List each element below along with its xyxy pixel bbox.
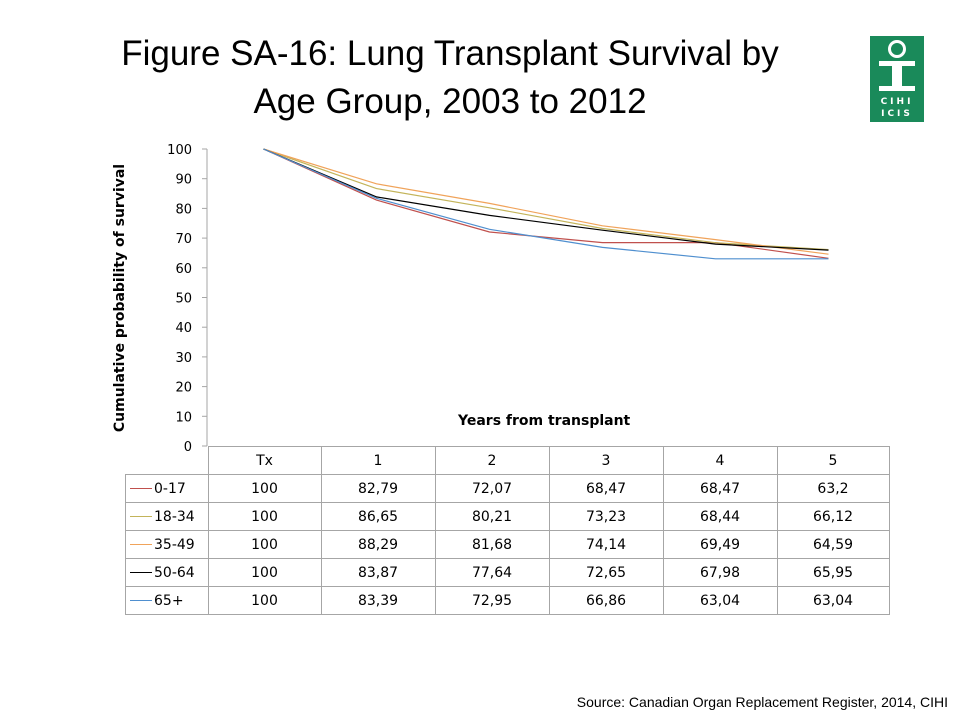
data-cell: 72,95 xyxy=(434,586,550,615)
data-table-row: 35-49 100 88,29 81,68 74,14 69,49 64,59 xyxy=(125,530,890,559)
y-tick-label: 50 xyxy=(175,292,192,307)
legend-entry: 65+ xyxy=(125,586,209,615)
data-cell: 100 xyxy=(207,530,322,559)
logo-text-bottom: ICIS xyxy=(881,109,913,119)
data-cell: 66,12 xyxy=(776,502,890,531)
y-tick-label: 70 xyxy=(175,232,192,247)
legend-entry: 35-49 xyxy=(125,530,209,559)
figure-title: Figure SA-16: Lung Transplant Survival b… xyxy=(60,30,840,126)
data-cell: 100 xyxy=(207,502,322,531)
data-cell: 77,64 xyxy=(434,558,550,587)
series-line-18-34 xyxy=(263,148,829,251)
data-cell: 83,39 xyxy=(320,586,436,615)
data-cell: 82,79 xyxy=(320,474,436,503)
legend-label: 65+ xyxy=(154,592,184,609)
data-cell: 73,23 xyxy=(548,502,664,531)
data-cell: 63,04 xyxy=(662,586,778,615)
logo-text-top: CIHI xyxy=(881,97,914,107)
figure-title-line-2: Age Group, 2003 to 2012 xyxy=(253,82,647,121)
data-table-row: 0-17 100 82,79 72,07 68,47 68,47 63,2 xyxy=(125,474,890,503)
y-tick-label: 30 xyxy=(175,351,192,366)
category-label: 1 xyxy=(320,446,436,475)
data-cell: 64,59 xyxy=(776,530,890,559)
data-cell: 65,95 xyxy=(776,558,890,587)
category-label: 3 xyxy=(548,446,664,475)
series-line-50-64 xyxy=(263,148,829,251)
series-line-35-49 xyxy=(263,148,829,255)
cihi-logo: CIHI ICIS xyxy=(870,36,924,122)
legend-label: 35-49 xyxy=(154,536,195,553)
data-cell: 81,68 xyxy=(434,530,550,559)
series-lines xyxy=(263,148,829,260)
category-label: Tx xyxy=(207,446,322,475)
legend-entry: 50-64 xyxy=(125,558,209,587)
data-cell: 74,14 xyxy=(548,530,664,559)
data-cell: 69,49 xyxy=(662,530,778,559)
data-cell: 68,44 xyxy=(662,502,778,531)
legend-entry: 18-34 xyxy=(125,502,209,531)
data-cell: 63,04 xyxy=(776,586,890,615)
legend-label: 50-64 xyxy=(154,564,195,581)
data-cell: 67,98 xyxy=(662,558,778,587)
category-label: 2 xyxy=(434,446,550,475)
data-cell: 63,2 xyxy=(776,474,890,503)
y-tick-label: 20 xyxy=(175,381,192,396)
x-axis-label: Years from transplant xyxy=(458,413,631,429)
figure-title-line-1: Figure SA-16: Lung Transplant Survival b… xyxy=(121,34,779,73)
y-axis: 0 10 20 30 40 50 60 70 80 90 100 xyxy=(167,143,208,455)
y-tick-label: 60 xyxy=(175,262,192,277)
y-tick-label: 40 xyxy=(175,321,192,336)
data-cell: 100 xyxy=(207,474,322,503)
y-tick-label: 100 xyxy=(167,143,192,158)
data-cell: 80,21 xyxy=(434,502,550,531)
data-table-corner xyxy=(126,447,209,475)
data-table-header-row: Tx 1 2 3 4 5 xyxy=(126,446,890,475)
legend-key xyxy=(130,516,152,517)
data-table: Tx 1 2 3 4 5 0-17 100 82,79 72,07 68,47 … xyxy=(125,446,890,615)
data-table-row: 50-64 100 83,87 77,64 72,65 67,98 65,95 xyxy=(125,558,890,587)
legend-key xyxy=(130,544,152,545)
data-cell: 72,65 xyxy=(548,558,664,587)
legend-label: 18-34 xyxy=(154,508,195,525)
series-line-65+ xyxy=(263,148,829,260)
y-tick-label: 80 xyxy=(175,202,192,217)
y-tick-label: 90 xyxy=(175,173,192,188)
y-axis-label: Cumulative probability of survival xyxy=(112,163,128,433)
legend-key xyxy=(130,488,152,489)
data-cell: 83,87 xyxy=(320,558,436,587)
category-label: 4 xyxy=(662,446,778,475)
legend-entry: 0-17 xyxy=(125,474,209,503)
data-cell: 68,47 xyxy=(662,474,778,503)
data-table-row: 18-34 100 86,65 80,21 73,23 68,44 66,12 xyxy=(125,502,890,531)
data-cell: 66,86 xyxy=(548,586,664,615)
source-note: Source: Canadian Organ Replacement Regis… xyxy=(576,694,948,710)
legend-label: 0-17 xyxy=(154,480,186,497)
data-cell: 68,47 xyxy=(548,474,664,503)
y-tick-label: 0 xyxy=(184,440,192,455)
data-cell: 72,07 xyxy=(434,474,550,503)
data-table-row: 65+ 100 83,39 72,95 66,86 63,04 63,04 xyxy=(125,586,890,615)
y-tick-label: 10 xyxy=(175,410,192,425)
data-cell: 100 xyxy=(207,586,322,615)
data-cell: 86,65 xyxy=(320,502,436,531)
series-line-0-17 xyxy=(263,148,829,259)
legend-key xyxy=(130,572,152,573)
legend-key xyxy=(130,600,152,601)
data-cell: 100 xyxy=(207,558,322,587)
data-cell: 88,29 xyxy=(320,530,436,559)
category-label: 5 xyxy=(776,446,890,475)
